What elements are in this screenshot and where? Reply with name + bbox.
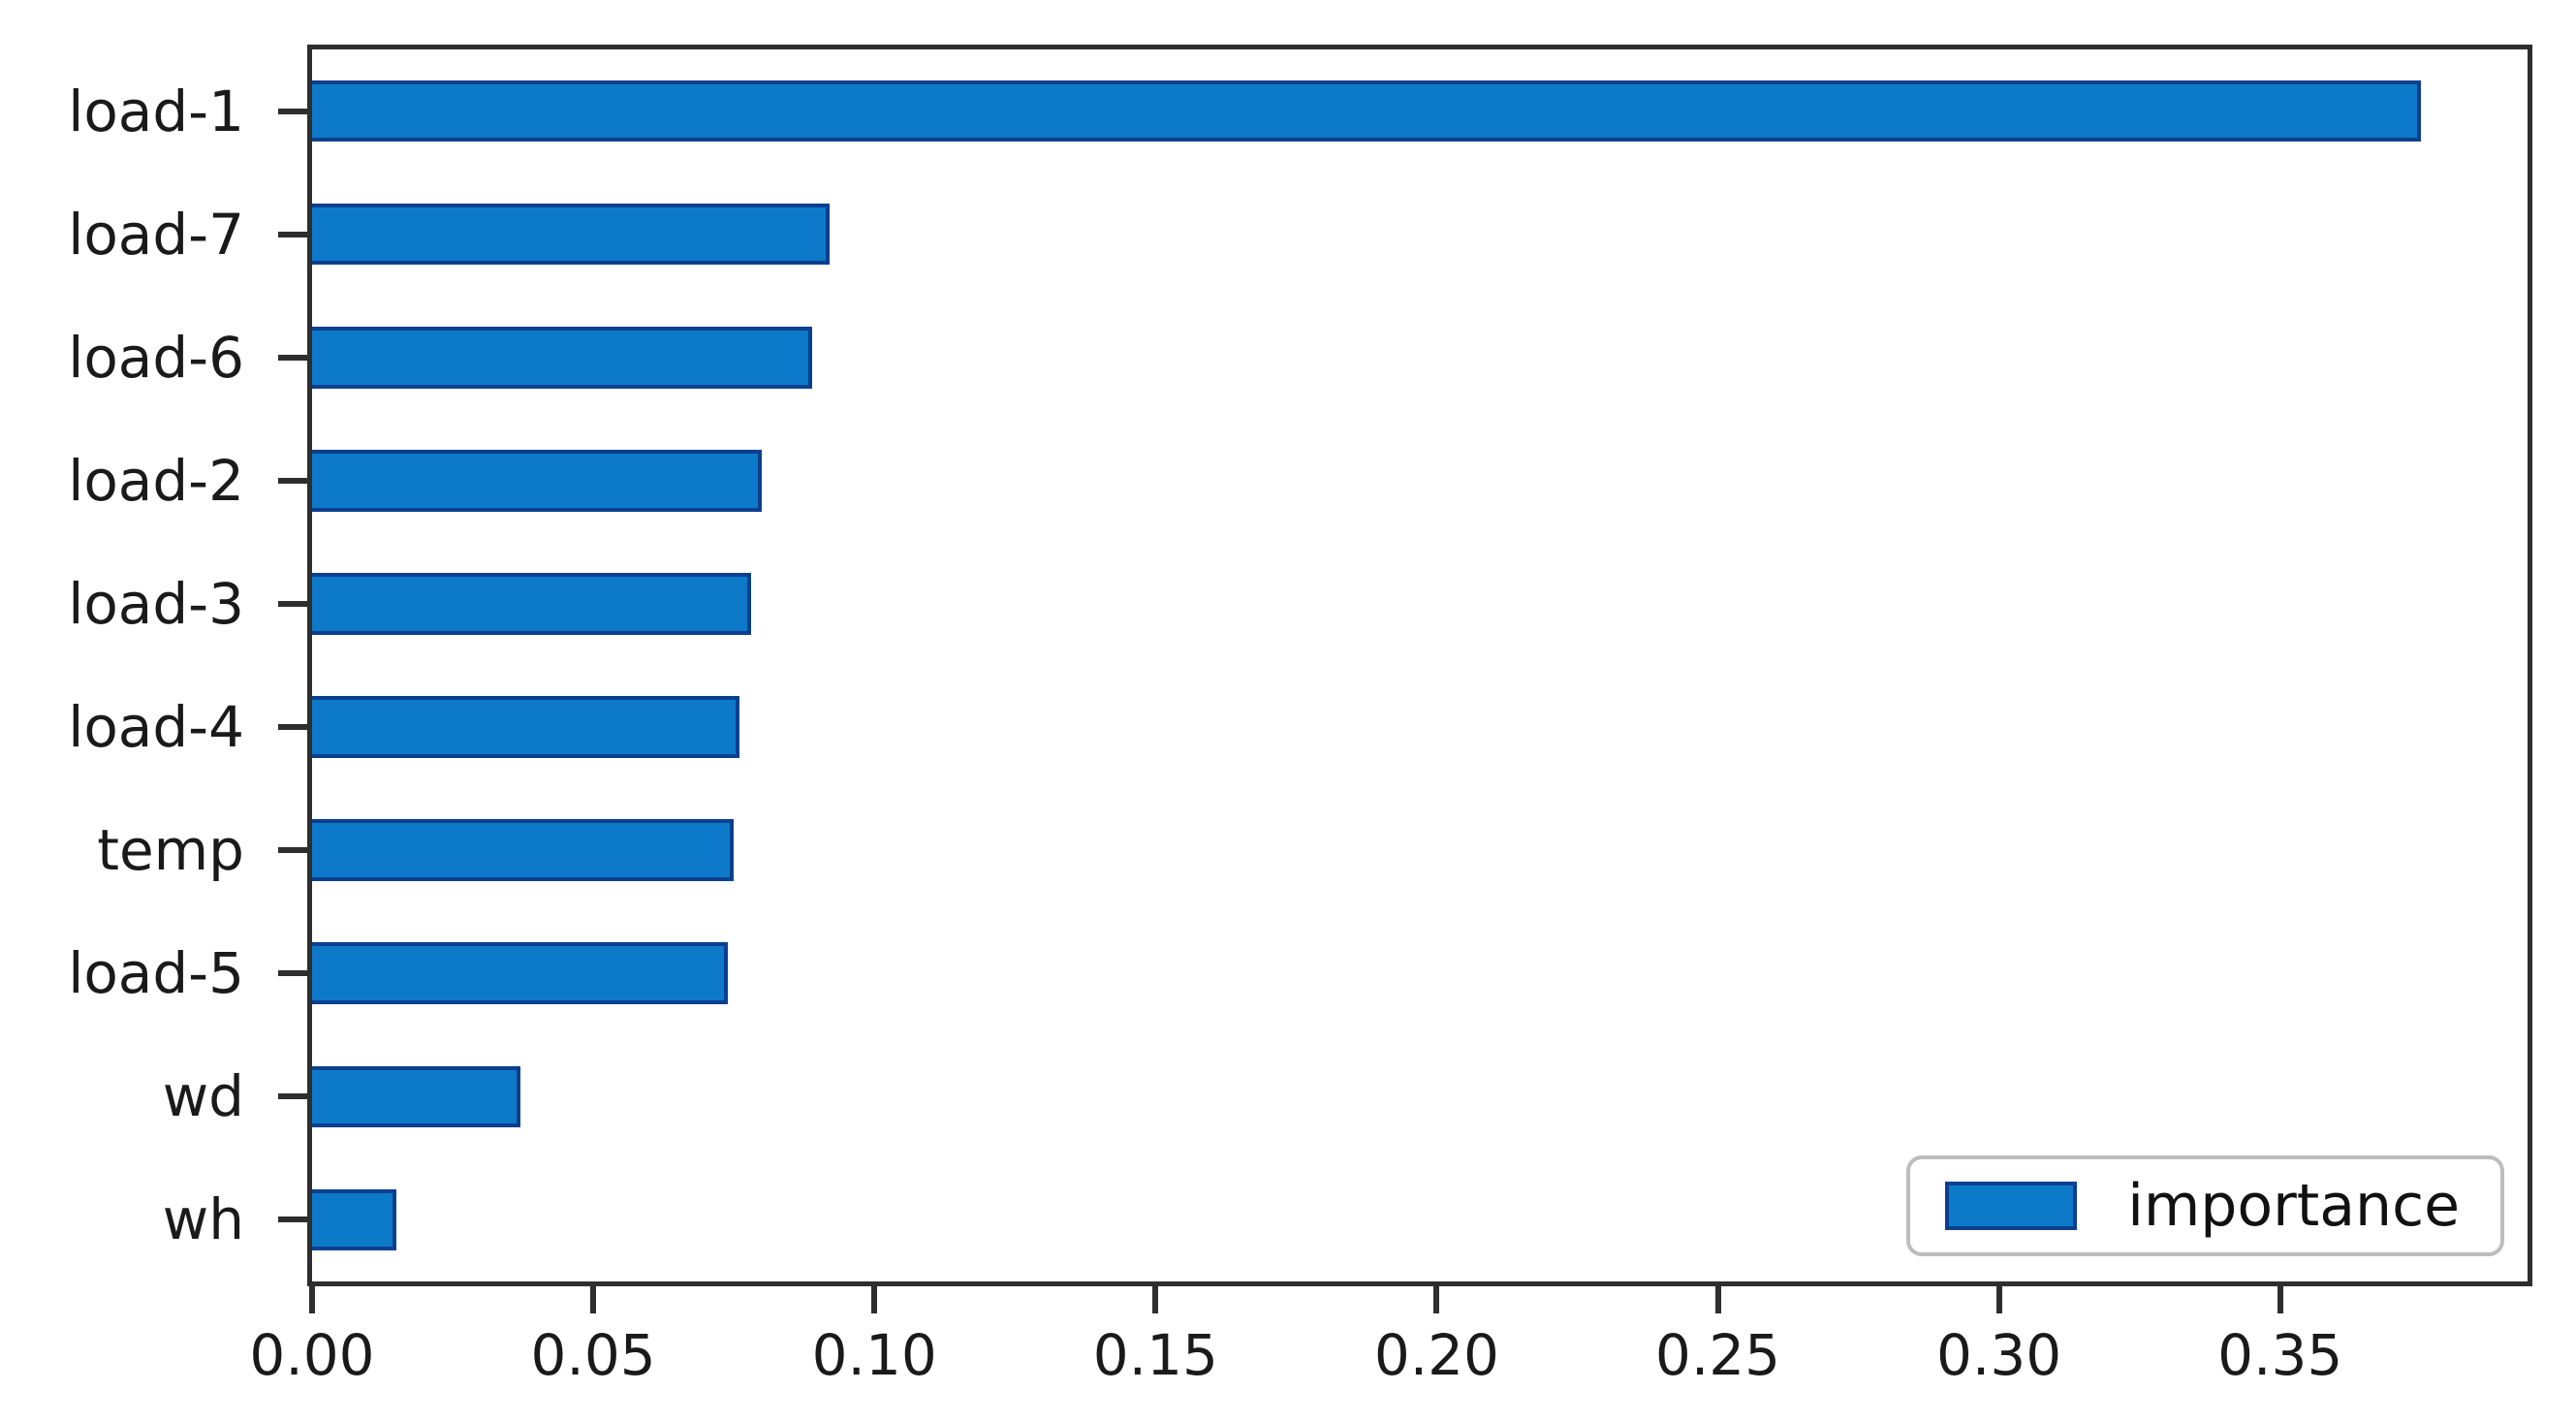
x-tick-mark <box>1433 1286 1440 1313</box>
x-tick-mark <box>871 1286 878 1313</box>
x-tick-label-0.00: 0.00 <box>249 1322 375 1388</box>
x-tick-mark <box>1152 1286 1159 1313</box>
y-tick-mark <box>278 724 307 731</box>
x-tick-label-0.10: 0.10 <box>811 1322 937 1388</box>
bar-load-1 <box>312 79 2421 142</box>
y-tick-label-load-7: load-7 <box>68 201 244 268</box>
x-tick-label-0.20: 0.20 <box>1373 1322 1499 1388</box>
legend-label: importance <box>2127 1172 2460 1240</box>
y-tick-mark <box>278 600 307 607</box>
legend-swatch-icon <box>1945 1182 2078 1230</box>
bar-load-3 <box>312 573 751 635</box>
x-tick-label-0.25: 0.25 <box>1654 1322 1781 1388</box>
plot-area: importance <box>307 45 2532 1286</box>
x-tick-label-0.30: 0.30 <box>1936 1322 2062 1388</box>
y-tick-mark <box>278 477 307 484</box>
x-tick-mark <box>590 1286 597 1313</box>
legend: importance <box>1906 1155 2504 1256</box>
x-tick-label-0.35: 0.35 <box>2217 1322 2343 1388</box>
bar-wh <box>312 1188 397 1251</box>
y-tick-mark <box>278 231 307 237</box>
y-tick-label-load-5: load-5 <box>68 940 244 1007</box>
bar-load-4 <box>312 696 739 758</box>
y-tick-label-load-6: load-6 <box>68 324 244 391</box>
x-tick-mark <box>1995 1286 2002 1313</box>
y-tick-label-wd: wd <box>162 1063 244 1130</box>
x-tick-mark <box>1714 1286 1721 1313</box>
y-tick-mark <box>278 1093 307 1100</box>
bar-load-5 <box>312 942 729 1005</box>
x-tick-label-0.05: 0.05 <box>530 1322 656 1388</box>
y-tick-label-load-3: load-3 <box>68 570 244 637</box>
bar-load-2 <box>312 450 763 512</box>
y-tick-label-temp: temp <box>97 817 244 884</box>
y-tick-mark <box>278 970 307 977</box>
y-tick-mark <box>278 108 307 114</box>
y-tick-label-wh: wh <box>162 1186 244 1253</box>
y-tick-label-load-4: load-4 <box>68 694 244 761</box>
x-tick-mark <box>2277 1286 2283 1313</box>
bar-load-6 <box>312 326 813 389</box>
y-tick-label-load-2: load-2 <box>68 447 244 514</box>
y-tick-label-load-1: load-1 <box>68 78 244 144</box>
y-tick-mark <box>278 847 307 854</box>
x-tick-label-0.15: 0.15 <box>1092 1322 1218 1388</box>
bar-load-7 <box>312 203 830 266</box>
bar-temp <box>312 819 735 881</box>
y-tick-mark <box>278 1217 307 1223</box>
x-tick-mark <box>309 1286 315 1313</box>
y-tick-mark <box>278 354 307 361</box>
bar-wd <box>312 1065 520 1128</box>
